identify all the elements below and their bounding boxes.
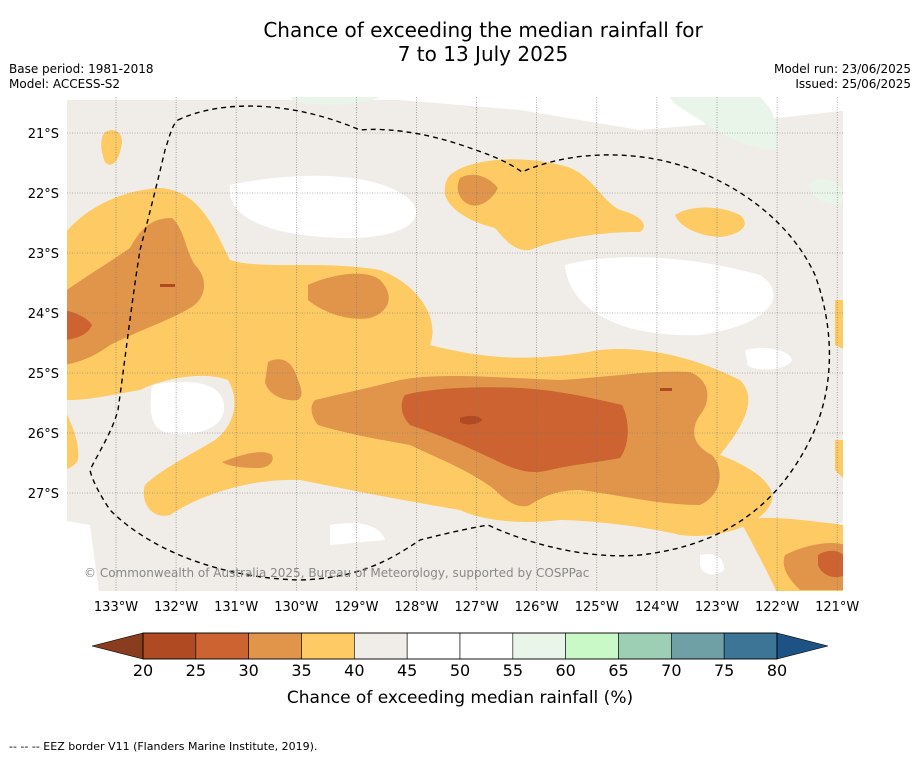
lon-label: 131°W (214, 600, 258, 615)
eez-border (89, 105, 831, 581)
band-30-35 (67, 174, 843, 590)
colorbar-tick-label: 45 (397, 661, 417, 680)
lon-label: 132°W (154, 600, 198, 615)
colorbar-tick-label: 75 (714, 661, 734, 680)
colorbar-tick-label: 35 (291, 661, 311, 680)
meta-left: Base period: 1981-2018 Model: ACCESS-S2 (9, 62, 154, 92)
colorbar-under-arrow (91, 632, 144, 660)
colorbar-segment (671, 632, 725, 660)
colorbar-tick-label: 20 (133, 661, 153, 680)
lon-label: 123°W (695, 600, 739, 615)
lon-label: 127°W (455, 600, 499, 615)
colorbar-tick-label: 80 (767, 661, 787, 680)
colorbar-segment (565, 632, 619, 660)
map-title: Chance of exceeding the median rainfall … (0, 18, 919, 66)
lat-label: 27°S (28, 487, 59, 502)
lon-label: 130°W (274, 600, 318, 615)
colorbar-segment (406, 632, 461, 660)
latitude-labels: 21°S 22°S 23°S 24°S 25°S 26°S 27°S (28, 127, 59, 502)
colorbar-frame (142, 632, 778, 660)
lon-label: 129°W (334, 600, 378, 615)
colorbar-segment (142, 632, 197, 660)
colorbar-tick-label: 50 (450, 661, 470, 680)
model-run: Model run: 23/06/2025 (773, 62, 911, 76)
title-line-1: Chance of exceeding the median rainfall … (263, 18, 703, 42)
issued-date: Issued: 25/06/2025 (795, 77, 911, 91)
colorbar-segment (723, 632, 778, 660)
lat-label: 21°S (28, 127, 59, 142)
lon-label: 124°W (635, 600, 679, 615)
eez-footnote: -- -- -- EEZ border V11 (Flanders Marine… (9, 740, 318, 753)
colorbar-over-arrow (776, 632, 829, 660)
longitude-labels: 133°W 132°W 131°W 130°W 129°W 128°W 127°W 126°W… (94, 600, 860, 615)
model-name: Model: ACCESS-S2 (9, 77, 121, 91)
lon-label: 122°W (755, 600, 799, 615)
base-period: Base period: 1981-2018 (9, 62, 154, 76)
copyright-text: © Commonwealth of Australia 2025, Bureau… (84, 566, 589, 580)
colorbar-tick-label: 25 (186, 661, 206, 680)
gridlines (67, 97, 843, 591)
colorbar-tick-label: 60 (555, 661, 575, 680)
meta-right: Model run: 23/06/2025 Issued: 25/06/2025 (774, 62, 911, 92)
lon-label: 126°W (515, 600, 559, 615)
colorbar-segment (512, 632, 566, 660)
colorbar-tick-label: 30 (238, 661, 258, 680)
colorbar-tick-label: 55 (503, 661, 523, 680)
colorbar-segments (142, 632, 778, 660)
colorbar-segment (195, 632, 249, 660)
band-white-gaps (67, 175, 792, 591)
colorbar-segment (618, 632, 672, 660)
map-area: © Commonwealth of Australia 2025, Bureau… (67, 97, 843, 591)
lat-label: 25°S (28, 367, 59, 382)
lon-label: 128°W (394, 600, 438, 615)
title-line-2: 7 to 13 July 2025 (397, 42, 569, 66)
lon-label: 133°W (94, 600, 138, 615)
colorbar-segment (459, 632, 514, 660)
lat-label: 22°S (28, 187, 59, 202)
colorbar-title: Chance of exceeding median rainfall (%) (287, 688, 633, 708)
lon-label: 125°W (575, 600, 619, 615)
lat-label: 24°S (28, 307, 59, 322)
colorbar-tick-label: 70 (661, 661, 681, 680)
colorbar-ticks: 20 25 30 35 40 45 50 55 60 65 70 75 80 (133, 661, 787, 680)
colorbar-tick-label: 40 (344, 661, 364, 680)
colorbar-segment (354, 632, 408, 660)
colorbar-tick-label: 65 (608, 661, 628, 680)
colorbar-segment (248, 632, 302, 660)
colorbar: 20 25 30 35 40 45 50 55 60 65 70 75 80 Chance of exc… (91, 632, 829, 708)
colorbar-segment (301, 632, 355, 660)
lat-label: 26°S (28, 427, 59, 442)
lon-label: 121°W (815, 600, 859, 615)
lat-label: 23°S (28, 247, 59, 262)
